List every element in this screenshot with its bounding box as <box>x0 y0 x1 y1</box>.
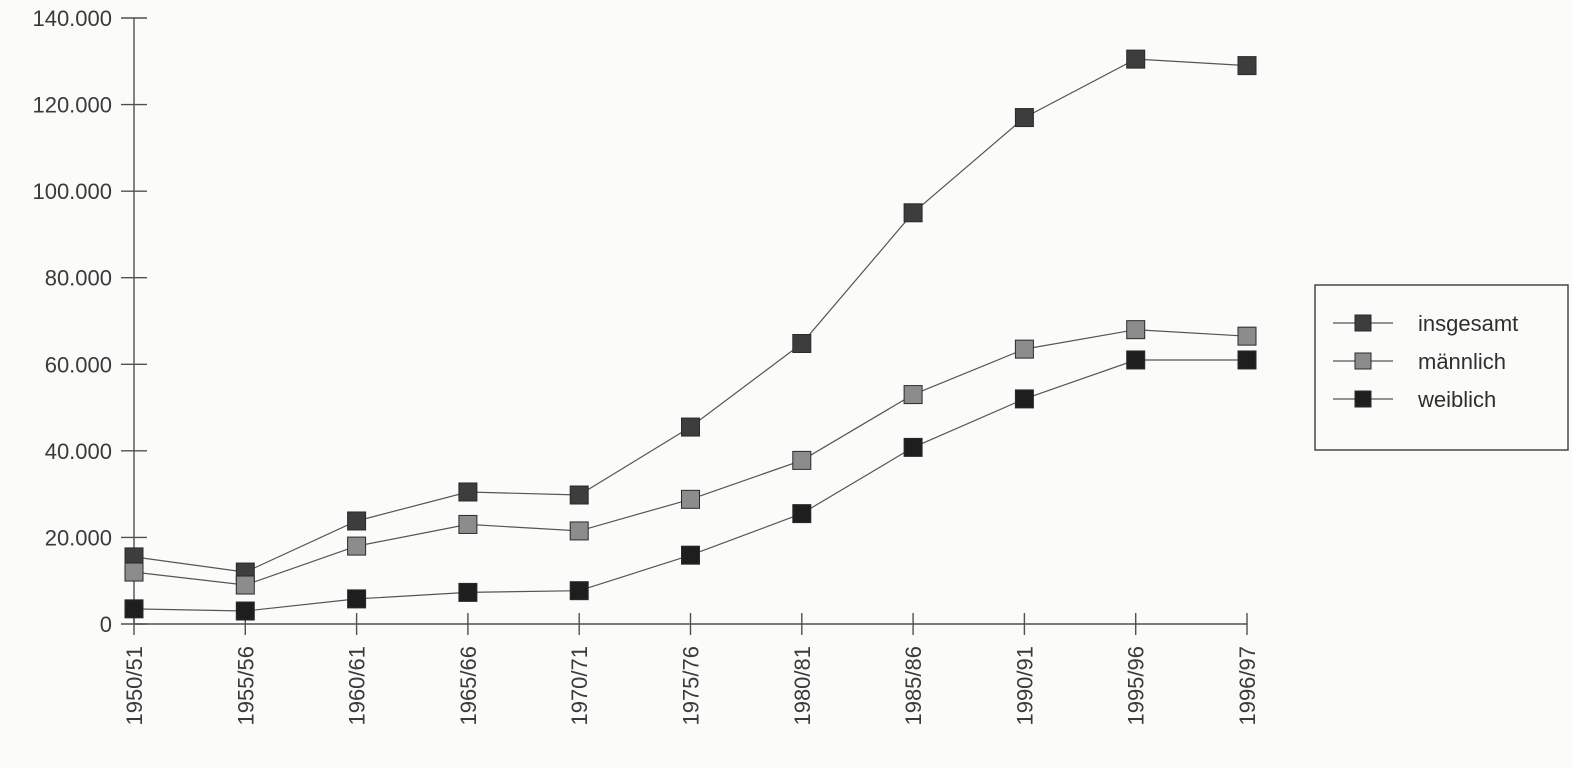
data-point <box>458 514 478 534</box>
data-point <box>792 504 812 524</box>
data-point <box>1014 339 1034 359</box>
y-tick-label: 40.000 <box>45 439 112 464</box>
x-tick-label: 1980/81 <box>790 646 815 726</box>
y-tick-label: 120.000 <box>32 93 112 118</box>
data-point <box>235 601 255 621</box>
data-point <box>1014 108 1034 128</box>
axes: 0 20.000 40.000 60.000 80.000 100.000 120.000 1… <box>32 6 1260 726</box>
data-point <box>681 545 700 565</box>
data-point <box>903 203 923 223</box>
data-point <box>347 511 367 531</box>
x-tick-label: 1990/91 <box>1012 646 1037 726</box>
series-lines <box>133 58 1248 612</box>
data-point <box>347 589 367 609</box>
y-tick-label: 20.000 <box>45 525 112 550</box>
data-point <box>569 521 589 541</box>
x-tick-label: 1995/96 <box>1124 646 1149 726</box>
data-point <box>124 562 144 582</box>
data-point <box>792 334 812 354</box>
data-point <box>569 581 589 601</box>
data-point <box>792 450 812 470</box>
legend-label: weiblich <box>1417 387 1496 412</box>
y-tick-label: 140.000 <box>32 6 112 31</box>
data-point <box>681 417 700 437</box>
x-tick-label: 1950/51 <box>122 646 147 726</box>
data-point <box>235 575 255 595</box>
data-point <box>1126 320 1146 340</box>
data-point <box>681 489 700 509</box>
data-point <box>347 536 367 556</box>
data-point <box>1126 49 1146 69</box>
data-point <box>458 482 478 502</box>
y-tick-label: 100.000 <box>32 179 112 204</box>
legend-marker <box>1354 390 1372 408</box>
data-point <box>1014 389 1034 409</box>
data-point <box>1126 350 1146 370</box>
data-point <box>124 599 144 619</box>
x-tick-label: 1965/66 <box>456 646 481 726</box>
data-point <box>903 437 923 457</box>
x-tick-label: 1985/86 <box>901 646 926 726</box>
series-line-3 <box>133 359 1247 612</box>
data-point <box>458 582 478 602</box>
data-point <box>569 485 589 505</box>
legend: insgesamt männlich weiblich <box>1314 284 1569 451</box>
legend-marker <box>1354 352 1372 370</box>
x-tick-label: 1960/61 <box>345 646 370 726</box>
data-point <box>1237 56 1257 76</box>
x-tick-label: 1970/71 <box>567 646 592 726</box>
data-point <box>1237 350 1257 370</box>
series-markers <box>124 49 1257 621</box>
x-tick-label: 1975/76 <box>679 646 704 726</box>
y-tick-label: 80.000 <box>45 266 112 291</box>
legend-label: insgesamt <box>1418 311 1518 336</box>
legend-label: männlich <box>1418 349 1506 374</box>
legend-marker <box>1354 314 1372 332</box>
y-tick-label: 0 <box>100 612 112 637</box>
data-point <box>1237 326 1257 346</box>
data-point <box>903 385 923 405</box>
x-tick-label: 1955/56 <box>233 646 258 726</box>
x-tick-label: 1996/97 <box>1235 646 1260 726</box>
y-tick-label: 60.000 <box>45 352 112 377</box>
